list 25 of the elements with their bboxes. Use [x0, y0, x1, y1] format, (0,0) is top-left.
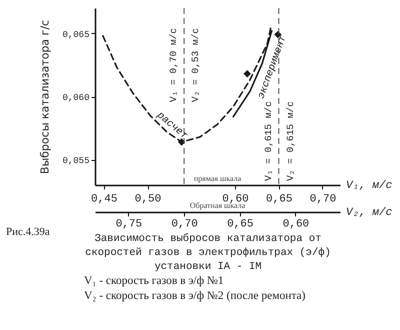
annotation: V₂ = 0,53 м/с [190, 28, 202, 102]
text: Рис.4.39а [6, 226, 50, 238]
x2-tick-label: 0,75 [116, 218, 142, 230]
text: Зависимость выбросов катализатора от скоростей газов в электрофильтрах (э/ф) установки IA - IM [84, 232, 332, 274]
text: V₂ - скорость газов в э/ф №2 (после ремонта) [84, 289, 306, 304]
x-tick-label: 0,50 [134, 194, 162, 206]
x-tick-label: 0,70 [310, 194, 336, 206]
x2-tick-label: 0,65 [227, 218, 254, 230]
y-tick-label: 0,065 [62, 30, 90, 40]
annotation: прямая шкала [194, 174, 242, 183]
x2-tick-label: 0,60 [282, 218, 310, 230]
annotation: V₂ = 0,615 м/с [284, 100, 296, 181]
x-tick-label: 0,60 [222, 194, 249, 206]
point [244, 70, 251, 78]
x2-tick-label: 0,70 [171, 218, 198, 230]
x-tick-label: 0,45 [91, 194, 118, 206]
x-tick-label: 0,65 [266, 194, 292, 206]
y-tick-label: 0,060 [62, 93, 90, 103]
ref-line-label: V₁ = 0,615 м/с [262, 100, 274, 181]
ref-line-label: V₁ = 0,70 м/с [168, 28, 180, 102]
text: V₁ - скорость газов в э/ф №1 [84, 274, 225, 289]
y-axis-title: Выбросы катализатора г/с [38, 20, 52, 174]
x-axis-title: V₁, м/с [346, 180, 393, 192]
y-tick-label: 0,055 [62, 156, 90, 166]
x2-axis-title: V₂, м/с [346, 207, 393, 219]
